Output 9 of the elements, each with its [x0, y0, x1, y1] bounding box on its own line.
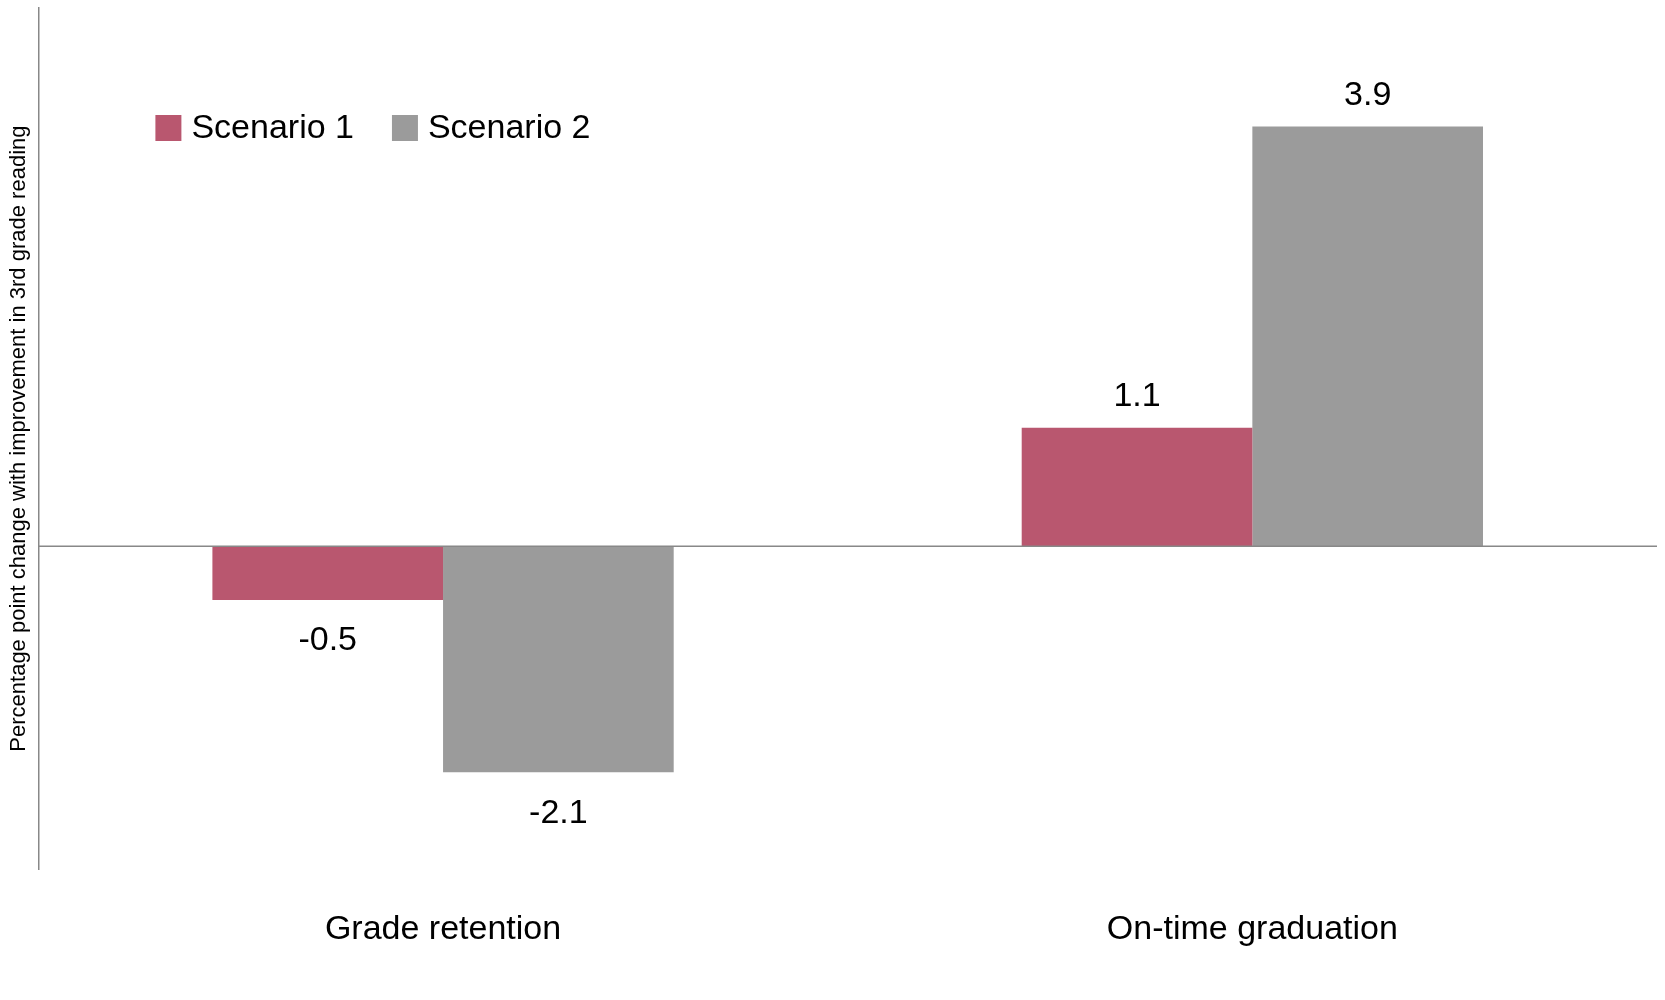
- legend-label: Scenario 1: [191, 107, 354, 146]
- data-label: -0.5: [298, 619, 358, 658]
- data-label: 3.9: [1344, 73, 1392, 112]
- y-axis-title: Percentage point change with improvement in 3rd grade reading: [5, 125, 31, 752]
- data-label: -2.1: [529, 791, 588, 830]
- data-label: 1.1: [1113, 375, 1161, 414]
- x-tick-label: Grade retention: [324, 907, 562, 946]
- legend-label: Scenario 2: [427, 107, 591, 146]
- x-tick-label: On-time graduation: [1106, 907, 1398, 946]
